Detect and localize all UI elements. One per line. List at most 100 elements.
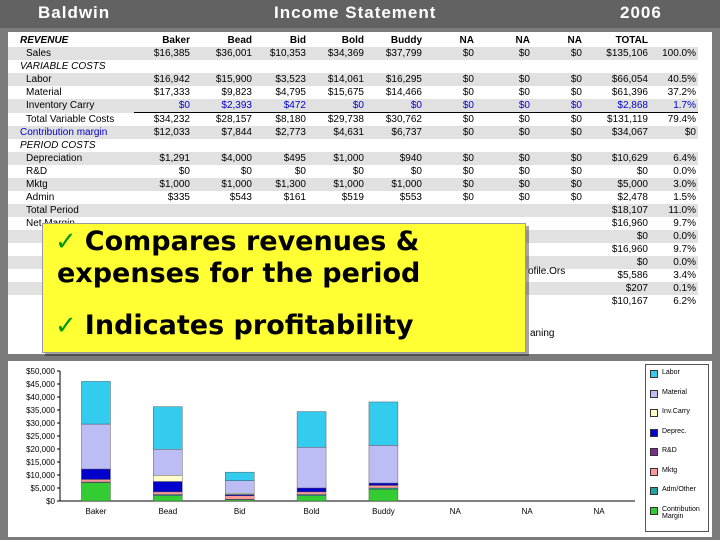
table-cell: 9.7% — [673, 244, 696, 255]
table-cell — [254, 60, 308, 73]
table-cell: $10,353 — [254, 47, 308, 60]
table-cell: $4,795 — [275, 87, 306, 98]
table-cell: $0 — [476, 178, 532, 191]
table-cell: $0 — [532, 178, 584, 191]
column-header: Baker — [162, 35, 190, 46]
row-label: Mktg — [8, 178, 134, 191]
legend-entry: Adm/Other — [650, 486, 708, 495]
callout-text-2: expenses for the period — [57, 258, 421, 289]
table-row: Admin $335 $543 $161 $519 $553 $0 $0 $0 $2,478 1.5… — [8, 191, 698, 204]
table-cell: $28,157 — [215, 114, 252, 125]
statement-header-row: REVENUE Baker Bead Bid Bold Buddy NA NA NA TOTAL — [8, 34, 698, 47]
table-cell: $12,033 — [134, 126, 192, 139]
table-row: $5,586 3.4% — [8, 269, 698, 282]
checkmark-icon: ✓ — [55, 311, 77, 341]
table-cell — [476, 60, 532, 73]
table-cell — [424, 139, 476, 152]
table-cell: 0.0% — [650, 256, 698, 269]
table-cell — [366, 204, 424, 217]
legend-entry: Deprec. — [650, 428, 708, 437]
table-cell — [584, 139, 650, 152]
table-cell — [254, 139, 308, 152]
table-cell: $0 — [476, 99, 532, 113]
table-row: Inventory Carry $0 $2,393 $472 $0 $0 $0 $0 $0 $2,… — [8, 99, 698, 113]
table-cell: $0 — [518, 114, 530, 125]
row-label: Total Period — [8, 204, 134, 217]
table-cell: $29,738 — [327, 114, 364, 125]
y-tick-label: $50,000 — [26, 367, 55, 376]
table-cell — [532, 60, 584, 73]
table-cell: $0 — [462, 192, 474, 203]
table-cell: $0 — [424, 152, 476, 165]
table-cell: $34,232 — [153, 114, 190, 125]
table-cell: $135,106 — [584, 47, 650, 60]
table-cell — [584, 60, 650, 73]
x-tick-label: Buddy — [372, 507, 395, 516]
table-cell — [532, 204, 584, 217]
legend-entry: Inv.Carry — [650, 408, 708, 417]
x-tick-label: Bead — [158, 507, 177, 516]
checkmark-icon: ✓ — [55, 227, 77, 257]
table-cell: $0 — [352, 166, 364, 177]
table-cell — [308, 139, 366, 152]
table-cell — [532, 243, 584, 256]
table-cell: $15,900 — [192, 73, 254, 86]
table-cell — [532, 256, 584, 269]
table-cell: $16,942 — [134, 73, 192, 86]
callout-box: ✓ Compares revenues & expenses for the pe… — [42, 223, 526, 353]
table-cell: $0 — [424, 47, 476, 60]
table-cell: 79.4% — [667, 114, 696, 125]
table-cell: $0 — [570, 192, 582, 203]
table-cell: $18,107 — [584, 204, 650, 217]
bar-segment — [153, 406, 183, 450]
table-cell: $0 — [532, 73, 584, 86]
table-cell: 100.0% — [650, 47, 698, 60]
table-cell: $16,960 — [611, 244, 648, 255]
table-cell: 6.4% — [650, 152, 698, 165]
table-row: Contribution margin $12,033 $7,844 $2,773 $4… — [8, 126, 698, 139]
section-heading-row: VARIABLE COSTS — [8, 60, 698, 73]
table-cell: $4,631 — [308, 126, 366, 139]
x-tick-label: NA — [522, 507, 534, 516]
legend-entry: Contribution Margin — [650, 506, 708, 520]
table-cell: 1.7% — [650, 99, 698, 113]
table-row: Material $17,333 $9,823 $4,795 $15,675 $14,46… — [8, 86, 698, 99]
column-header: Bead — [227, 35, 252, 46]
bar-segment — [81, 468, 111, 480]
table-cell: $1,300 — [254, 178, 308, 191]
table-cell: $6,737 — [366, 126, 424, 139]
table-cell: 40.5% — [650, 73, 698, 86]
bar-segment — [296, 491, 327, 495]
table-cell: $10,629 — [584, 152, 650, 165]
table-cell: $8,180 — [275, 114, 306, 125]
table-cell: 1.5% — [673, 192, 696, 203]
table-cell: $0 — [178, 166, 190, 177]
x-tick-label: Bid — [234, 507, 246, 516]
cost-breakdown-chart: $50,000 $45,000 $40,000 $35,000 $30,000 $25,0… — [8, 361, 712, 537]
y-tick-label: $25,000 — [26, 432, 55, 441]
callout-text-3: Indicates profitability — [84, 310, 414, 341]
table-cell: $335 — [167, 192, 190, 203]
bar-segment — [81, 381, 111, 425]
table-cell: $0 — [570, 87, 582, 98]
table-cell: 3.0% — [650, 178, 698, 191]
table-cell: 9.7% — [673, 218, 696, 229]
table-cell: $0 — [518, 87, 530, 98]
table-cell — [254, 204, 308, 217]
y-tick-label: $5,000 — [31, 484, 56, 493]
callout-text-1: Compares revenues & — [84, 226, 420, 257]
table-cell: $14,466 — [385, 87, 422, 98]
row-label: PERIOD COSTS — [20, 140, 96, 151]
table-cell: $61,396 — [611, 87, 648, 98]
legend-swatch — [650, 409, 658, 417]
column-header: NA — [459, 35, 474, 46]
table-cell: $0 — [532, 47, 584, 60]
table-cell: $0 — [476, 152, 532, 165]
report-title-bar: Baldwin Income Statement 2006 — [0, 0, 720, 28]
table-cell — [650, 139, 698, 152]
table-cell: $1,000 — [308, 178, 366, 191]
table-cell: $4,000 — [192, 152, 254, 165]
section-heading-row: PERIOD COSTS — [8, 139, 698, 152]
table-cell — [308, 60, 366, 73]
table-cell: $0 — [424, 178, 476, 191]
